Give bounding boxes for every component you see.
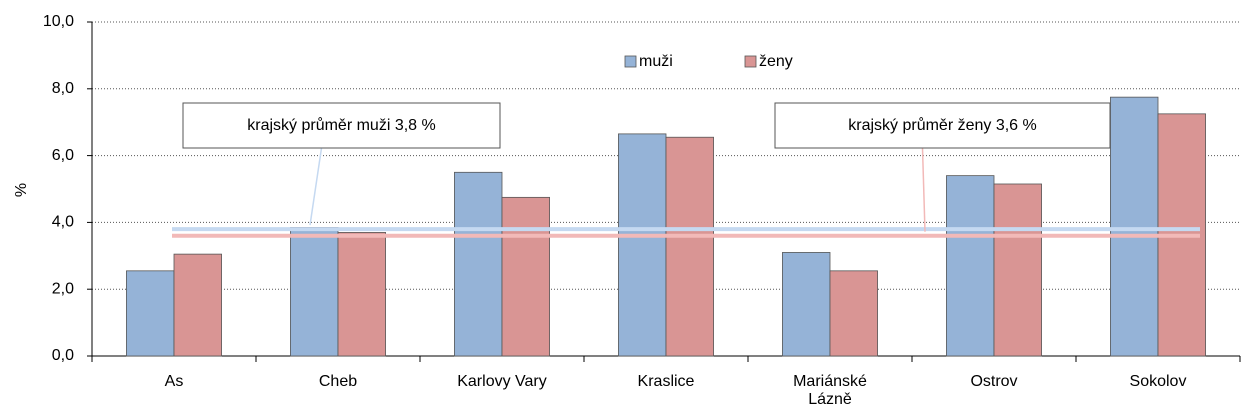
x-tick-label: Cheb xyxy=(318,373,358,390)
bar xyxy=(501,196,550,357)
y-tick-label: 2,0 xyxy=(52,280,74,297)
callout-arrow xyxy=(309,147,323,226)
bar xyxy=(665,136,714,357)
callout-text: krajský průměr ženy 3,6 % xyxy=(848,116,1037,134)
callout-box xyxy=(774,102,1111,149)
bar xyxy=(993,183,1042,357)
y-tick-label: 10,0 xyxy=(43,13,74,30)
y-tick-label: 6,0 xyxy=(52,147,74,164)
callout-arrow xyxy=(921,147,926,232)
y-tick-label: 0,0 xyxy=(52,347,74,364)
bar xyxy=(454,171,503,357)
bar xyxy=(618,133,667,357)
bar xyxy=(829,270,878,357)
bar xyxy=(126,270,175,357)
bar xyxy=(1110,96,1159,357)
legend-label: muži xyxy=(639,53,673,70)
x-tick-label: Ostrov xyxy=(970,373,1018,390)
bar xyxy=(337,232,386,357)
x-tick-label: Karlovy Vary xyxy=(457,373,547,390)
callout-text: krajský průměr muži 3,8 % xyxy=(247,116,436,134)
x-tick-label: Mariánské Lázně xyxy=(793,373,867,408)
y-tick-label: 4,0 xyxy=(52,214,74,231)
legend-label: ženy xyxy=(759,53,793,70)
x-tick-label: Sokolov xyxy=(1129,373,1187,390)
y-axis-label: % xyxy=(13,183,30,197)
x-tick-label: Kraslice xyxy=(637,373,695,390)
bar xyxy=(290,227,339,357)
bar xyxy=(173,253,222,357)
x-tick-label: As xyxy=(164,373,184,390)
bar xyxy=(782,252,831,357)
legend-swatch xyxy=(624,55,637,68)
y-tick-label: 8,0 xyxy=(52,80,74,97)
bar xyxy=(946,175,995,357)
legend-swatch xyxy=(744,55,757,68)
callout-box xyxy=(182,102,501,149)
